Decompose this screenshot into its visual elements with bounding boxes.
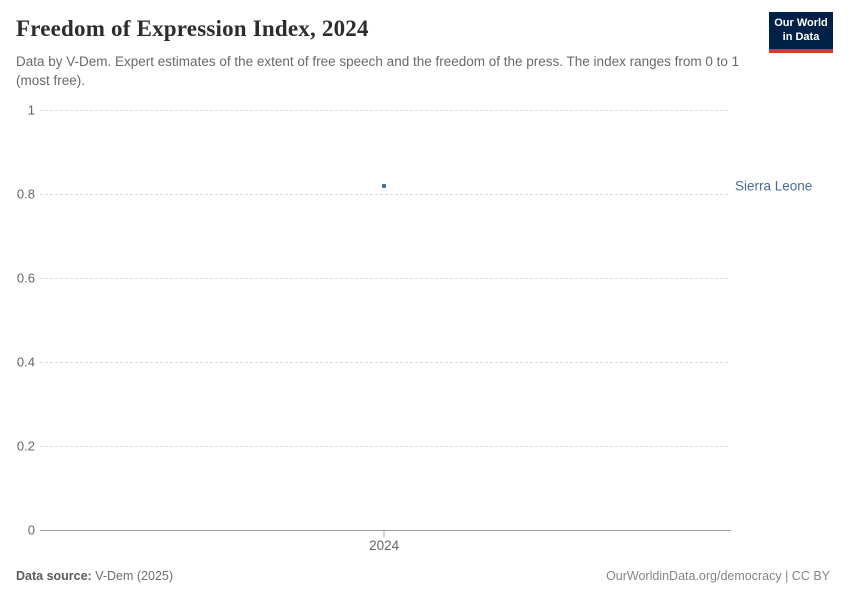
owid-logo[interactable]: Our World in Data: [769, 12, 833, 53]
chart-subtitle: Data by V-Dem. Expert estimates of the e…: [16, 54, 740, 88]
data-point-sierra-leone[interactable]: [382, 183, 387, 188]
data-source-note: Data source: V-Dem (2025): [16, 569, 173, 583]
chart-footer: Data source: V-Dem (2025) OurWorldinData…: [16, 569, 830, 583]
plot-area: 2024 0 0.2 0.4 0.6 0.8 1: [17, 103, 731, 553]
x-axis-tick: [383, 531, 385, 537]
owid-logo-line2: in Data: [782, 30, 820, 43]
gridline-y-0.4: [40, 362, 728, 363]
y-axis-tick-label: 0.4: [16, 354, 35, 370]
y-axis-tick-label: 1: [27, 102, 35, 118]
y-axis-tick-label: 0.8: [16, 186, 35, 202]
gridline-y-0.8: [40, 194, 728, 195]
gridline-y-0.2: [40, 446, 728, 447]
series-label-sierra-leone[interactable]: Sierra Leone: [735, 178, 813, 194]
y-axis-tick-label: 0.2: [16, 438, 35, 454]
owid-logo-line1: Our World: [774, 16, 828, 29]
gridline-y-1: [40, 110, 728, 111]
y-axis-tick-label: 0.6: [16, 270, 35, 286]
owid-url-license-link[interactable]: OurWorldinData.org/democracy | CC BY: [606, 569, 830, 583]
gridline-y-0.6: [40, 278, 728, 279]
page-title: Freedom of Expression Index, 2024: [16, 16, 369, 41]
y-axis-tick-label: 0: [27, 522, 35, 538]
x-axis-tick-label: 2024: [369, 538, 400, 553]
data-source-label: Data source:: [16, 569, 92, 583]
data-source-value: V-Dem (2025): [95, 569, 174, 583]
